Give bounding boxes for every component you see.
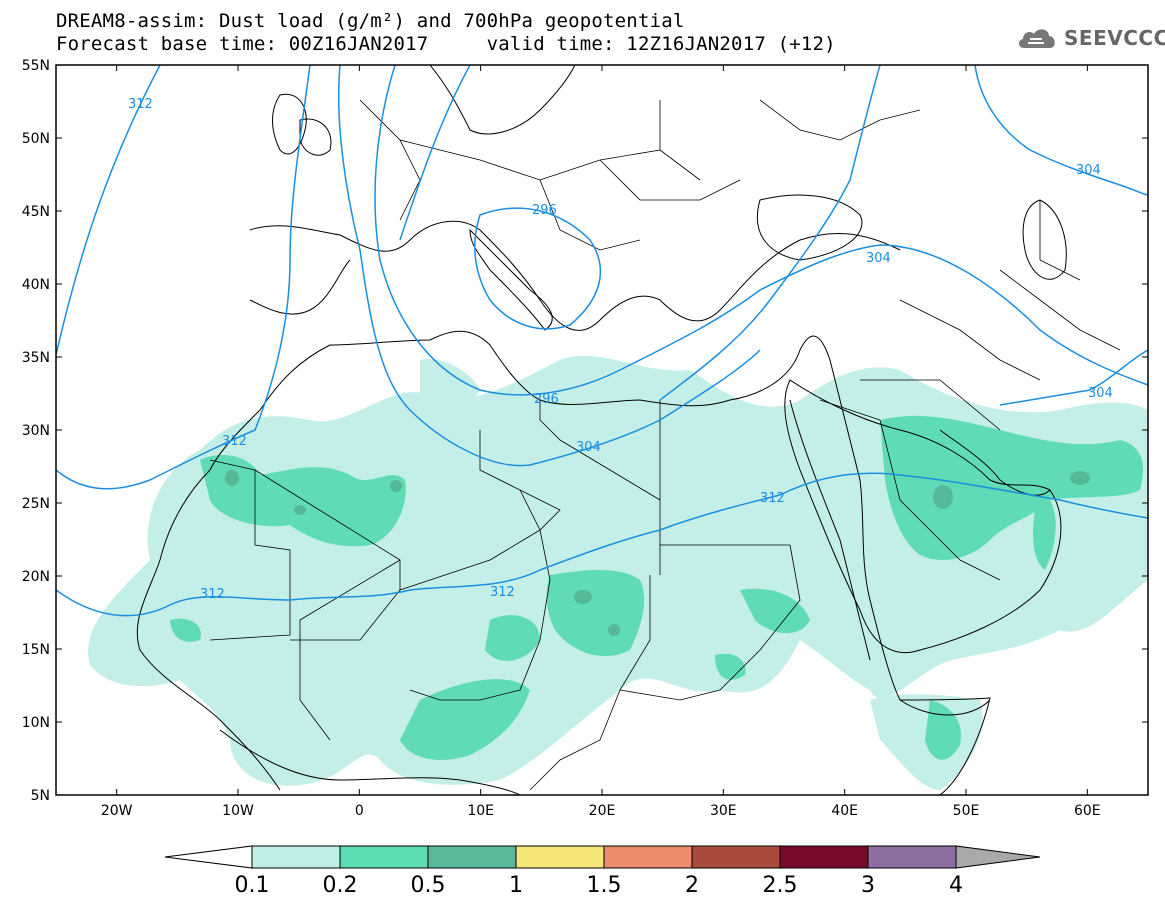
lon-tick-label: 20W [101,803,133,819]
contour-label: 304 [576,440,601,455]
contour-label: 312 [200,587,225,602]
map-title-line1: DREAM8-assim: Dust load (g/m²) and 700hP… [56,10,685,32]
colorbar-low-arrow [164,845,253,869]
latitude-axis: 55N 50N 45N 40N 35N 30N 25N 20N 15N 10N 5N [22,58,1148,804]
contour-label: 312 [760,491,785,506]
colorbar-swatch [427,845,517,869]
lat-tick-label: 20N [22,569,50,585]
map-title-line2: Forecast base time: 00Z16JAN2017 valid t… [56,33,836,55]
colorbar-label: 1 [509,873,523,898]
dust-dark [225,470,1090,636]
lon-tick-label: 60E [1074,803,1101,819]
lon-tick-label: 30E [710,803,737,819]
lon-tick-label: 40E [831,803,858,819]
lat-tick-label: 35N [22,350,50,366]
contour-label: 304 [1076,163,1101,178]
colorbar-swatch [603,845,693,869]
colorbar-label: 3 [861,873,875,898]
contour-label: 304 [866,251,891,266]
contour-label: 296 [534,392,559,407]
colorbar-label: 2.5 [763,873,798,898]
coastlines [136,65,1067,795]
colorbar-swatch [251,845,341,869]
colorbar-label: 4 [949,873,963,898]
contour-label: 312 [222,434,247,449]
contour-label: 296 [532,203,557,218]
colorbar-label: 1.5 [587,873,622,898]
colorbar-swatch [339,845,429,869]
lat-tick-label: 40N [22,277,50,293]
lat-tick-label: 55N [22,58,50,74]
colorbar-swatch [691,845,781,869]
longitude-axis: 20W 10W 0 10E 20E 30E 40E 50E 60E [101,65,1101,819]
geopotential-contours [56,65,1148,617]
colorbar-label: 0.5 [411,873,446,898]
contour-label: 304 [1088,386,1113,401]
lat-tick-label: 25N [22,496,50,512]
lon-tick-label: 50E [953,803,980,819]
lon-tick-label: 20E [589,803,616,819]
contour-labels: 312 304 296 304 312 312 312 304 304 312 … [128,97,1113,602]
colorbar-label: 0.1 [235,873,270,898]
country-borders [209,99,1121,791]
colorbar-label: 2 [685,873,699,898]
logo-text: SEEVCCC [1064,26,1165,50]
lon-tick-label: 10W [222,803,254,819]
colorbar-swatch [867,845,957,869]
colorbar-high-arrow [955,845,1041,869]
lon-tick-label: 10E [467,803,494,819]
lat-tick-label: 10N [22,715,50,731]
colorbar-label: 0.2 [323,873,358,898]
lat-tick-label: 5N [31,788,50,804]
lat-tick-label: 15N [22,642,50,658]
lon-tick-label: 0 [355,803,364,819]
cloud-icon [1018,29,1055,48]
colorbar-swatch [779,845,869,869]
lat-tick-label: 45N [22,204,50,220]
colorbar: 0.1 0.2 0.5 1 1.5 2 2.5 3 4 [164,845,1041,898]
contour-label: 312 [128,97,153,112]
lat-tick-label: 30N [22,423,50,439]
contour-label: 312 [490,585,515,600]
seevccc-logo: SEEVCCC [1016,24,1165,52]
colorbar-swatch [515,845,605,869]
lat-tick-label: 50N [22,131,50,147]
